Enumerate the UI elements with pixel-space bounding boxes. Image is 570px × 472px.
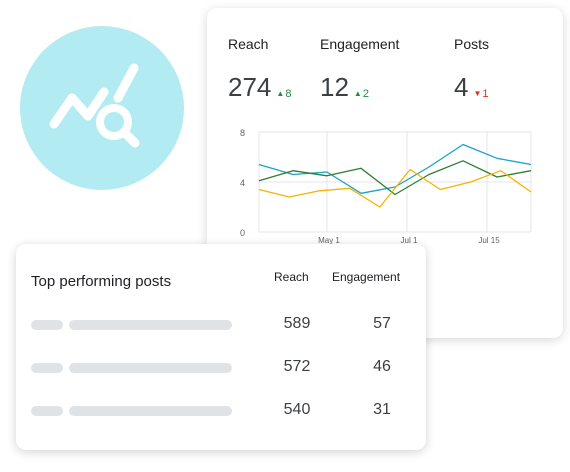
y-tick-label: 8 (240, 128, 245, 138)
post-engagement: 31 (373, 401, 391, 418)
series-line-1 (258, 143, 532, 194)
x-tick-label: May 1 (318, 236, 340, 245)
delta-value-posts: 1 (482, 87, 489, 100)
post-thumbnail-placeholder (31, 320, 63, 330)
post-thumbnail-placeholder (31, 406, 63, 416)
delta-value-engagement: 2 (362, 87, 369, 100)
post-title-placeholder (69, 320, 232, 330)
x-tick-label: Jul 1 (401, 236, 418, 245)
column-header-reach: Reach (274, 270, 309, 284)
stat-label-reach: Reach (228, 36, 269, 52)
y-tick-label: 4 (240, 178, 245, 188)
post-row[interactable]: 540 31 (16, 396, 426, 426)
top-posts-title: Top performing posts (31, 273, 172, 290)
series-line-3 (258, 168, 532, 208)
post-reach: 589 (283, 315, 311, 332)
delta-engagement: ▲ 2 (354, 88, 369, 100)
post-title-placeholder (69, 406, 232, 416)
post-thumbnail-placeholder (31, 363, 63, 373)
delta-reach: ▲ 8 (276, 88, 291, 100)
line-chart: 8 4 0 May 1 Jul 1 Jul 15 (240, 128, 532, 245)
arrow-up-icon: ▲ (276, 89, 285, 98)
trend-search-icon (49, 63, 140, 148)
post-reach: 540 (283, 401, 311, 418)
x-tick-label: Jul 15 (478, 236, 500, 245)
delta-posts: ▼ 1 (473, 88, 488, 100)
stat-label-engagement: Engagement (320, 36, 400, 52)
stat-posts: 4 ▼ 1 (454, 72, 489, 103)
post-reach: 572 (283, 358, 311, 375)
stat-value-reach: 274 (228, 72, 272, 102)
stat-label-posts: Posts (454, 36, 490, 52)
delta-value-reach: 8 (285, 87, 292, 100)
post-title-placeholder (69, 363, 232, 373)
post-row[interactable]: 589 57 (16, 310, 426, 340)
y-tick-label: 0 (240, 228, 245, 238)
arrow-down-icon: ▼ (473, 89, 482, 98)
column-header-engagement: Engagement (332, 270, 401, 284)
top-posts-card: Top performing posts Reach Engagement 58… (16, 244, 426, 450)
post-engagement: 46 (373, 358, 391, 375)
series-line-2 (258, 160, 532, 196)
analytics-logo (20, 26, 184, 190)
stat-engagement: 12 ▲ 2 (320, 72, 369, 103)
stat-value-engagement: 12 (320, 72, 349, 102)
stat-value-posts: 4 (454, 72, 469, 102)
arrow-up-icon: ▲ (353, 89, 362, 98)
post-engagement: 57 (373, 315, 391, 332)
stat-reach: 274 ▲ 8 (228, 72, 291, 103)
post-row[interactable]: 572 46 (16, 353, 426, 383)
